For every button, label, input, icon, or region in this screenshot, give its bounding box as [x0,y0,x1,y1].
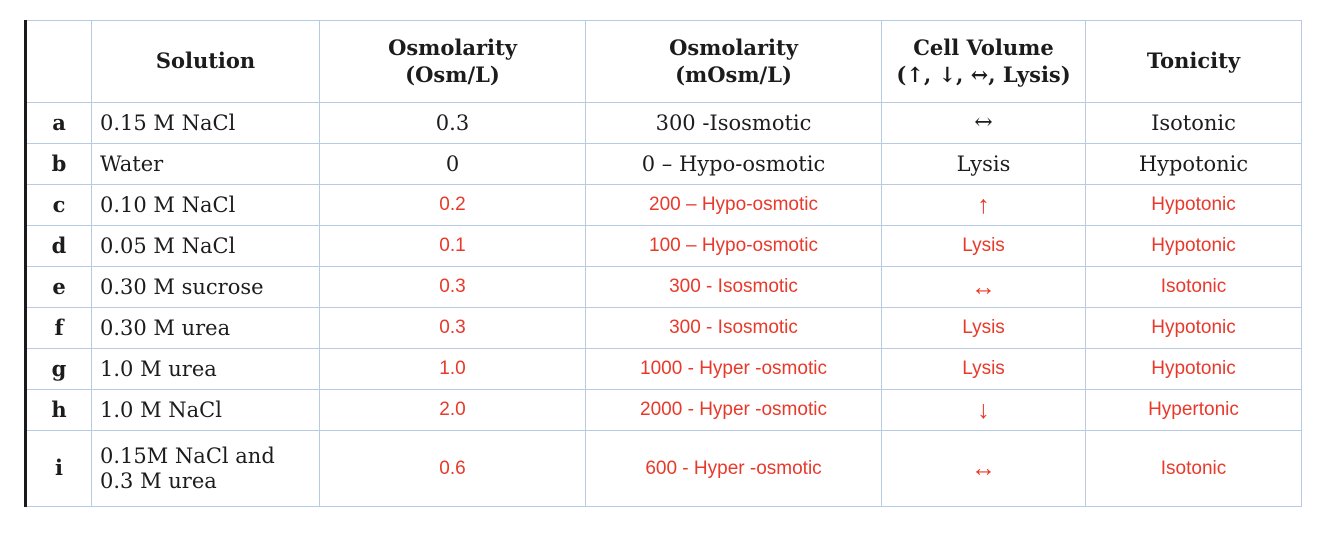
osmolarity-mosm-cell: 2000 - Hyper -osmotic [585,389,882,431]
cell-volume-cell: ↓ [881,389,1086,431]
osmolarity-mosm-cell: 200 – Hypo-osmotic [585,184,882,226]
osmolarity-mosm-cell: 300 - Isosmotic [585,266,882,308]
header-row: Solution Osmolarity (Osm/L) Osmolarity (mO… [24,20,1302,103]
table-row-c: c 0.10 M NaCl 0.2 200 – Hypo-osmotic ↑ Hypoto… [24,184,1302,226]
cell-volume-cell: ↔ [881,430,1086,507]
osmolarity-mosm-cell: 0 – Hypo-osmotic [585,143,882,185]
osmolarity-osm-cell: 0.3 [319,307,586,349]
cell-volume-cell: Lysis [881,143,1086,185]
solution-cell: 1.0 M NaCl [91,389,320,431]
column-header-solution: Solution [91,20,320,103]
osmolarity-mosm-cell: 300 - Isosmotic [585,307,882,349]
cell-volume-cell: Lysis [881,225,1086,267]
row-label: g [24,348,92,390]
cell-volume-cell: ↔ [881,102,1086,144]
row-label: e [24,266,92,308]
tonicity-cell: Hypotonic [1085,307,1302,349]
tonicity-cell: Isotonic [1085,102,1302,144]
tonicity-cell: Hypertonic [1085,389,1302,431]
osmolarity-tonicity-table: Solution Osmolarity (Osm/L) Osmolarity (mO… [24,20,1302,507]
table-row-a: a 0.15 M NaCl 0.3 300 -Isosmotic ↔ Isotonic [24,102,1302,144]
osmolarity-mosm-cell: 600 - Hyper -osmotic [585,430,882,507]
table-row-d: d 0.05 M NaCl 0.1 100 – Hypo-osmotic Lysis Hy… [24,225,1302,267]
solution-cell: 0.15 M NaCl [91,102,320,144]
tonicity-cell: Hypotonic [1085,225,1302,267]
table-row-g: g 1.0 M urea 1.0 1000 - Hyper -osmotic Lysis… [24,348,1302,390]
solution-cell: 0.15M NaCl and 0.3 M urea [91,430,320,507]
solution-cell: 0.30 M sucrose [91,266,320,308]
osmolarity-osm-cell: 0.3 [319,102,586,144]
row-label: c [24,184,92,226]
row-label: d [24,225,92,267]
table-row-e: e 0.30 M sucrose 0.3 300 - Isosmotic ↔ Isoton… [24,266,1302,308]
tonicity-cell: Isotonic [1085,430,1302,507]
osmolarity-mosm-cell: 100 – Hypo-osmotic [585,225,882,267]
table-row-f: f 0.30 M urea 0.3 300 - Isosmotic Lysis Hypot… [24,307,1302,349]
row-label: h [24,389,92,431]
osmolarity-osm-cell: 2.0 [319,389,586,431]
row-label: a [24,102,92,144]
cell-volume-cell: ↔ [881,266,1086,308]
tonicity-cell: Hypotonic [1085,143,1302,185]
tonicity-cell: Hypotonic [1085,348,1302,390]
osmolarity-osm-cell: 1.0 [319,348,586,390]
osmolarity-osm-cell: 0.1 [319,225,586,267]
osmolarity-table-container: Solution Osmolarity (Osm/L) Osmolarity (mO… [24,20,1302,507]
cell-volume-cell: Lysis [881,348,1086,390]
osmolarity-osm-cell: 0.3 [319,266,586,308]
cell-volume-cell: Lysis [881,307,1086,349]
column-header-cell_volume: Cell Volume (↑, ↓, ↔, Lysis) [881,20,1086,103]
column-header-label [24,20,92,103]
solution-cell: Water [91,143,320,185]
tonicity-cell: Hypotonic [1085,184,1302,226]
column-header-osm: Osmolarity (Osm/L) [319,20,586,103]
osmolarity-osm-cell: 0.2 [319,184,586,226]
tonicity-cell: Isotonic [1085,266,1302,308]
table-header: Solution Osmolarity (Osm/L) Osmolarity (mO… [24,20,1302,103]
solution-cell: 0.10 M NaCl [91,184,320,226]
osmolarity-mosm-cell: 1000 - Hyper -osmotic [585,348,882,390]
solution-cell: 0.05 M NaCl [91,225,320,267]
cell-volume-cell: ↑ [881,184,1086,226]
column-header-tonicity: Tonicity [1085,20,1302,103]
osmolarity-osm-cell: 0 [319,143,586,185]
osmolarity-osm-cell: 0.6 [319,430,586,507]
table-row-i: i 0.15M NaCl and 0.3 M urea 0.6 600 - Hyper… [24,430,1302,507]
table-body: a 0.15 M NaCl 0.3 300 -Isosmotic ↔ Isotonic b W… [24,102,1302,507]
column-header-mosm: Osmolarity (mOsm/L) [585,20,882,103]
solution-cell: 1.0 M urea [91,348,320,390]
row-label: i [24,430,92,507]
solution-cell: 0.30 M urea [91,307,320,349]
table-row-h: h 1.0 M NaCl 2.0 2000 - Hyper -osmotic ↓ Hype… [24,389,1302,431]
table-row-b: b Water 0 0 – Hypo-osmotic Lysis Hypotonic [24,143,1302,185]
row-label: b [24,143,92,185]
osmolarity-mosm-cell: 300 -Isosmotic [585,102,882,144]
row-label: f [24,307,92,349]
